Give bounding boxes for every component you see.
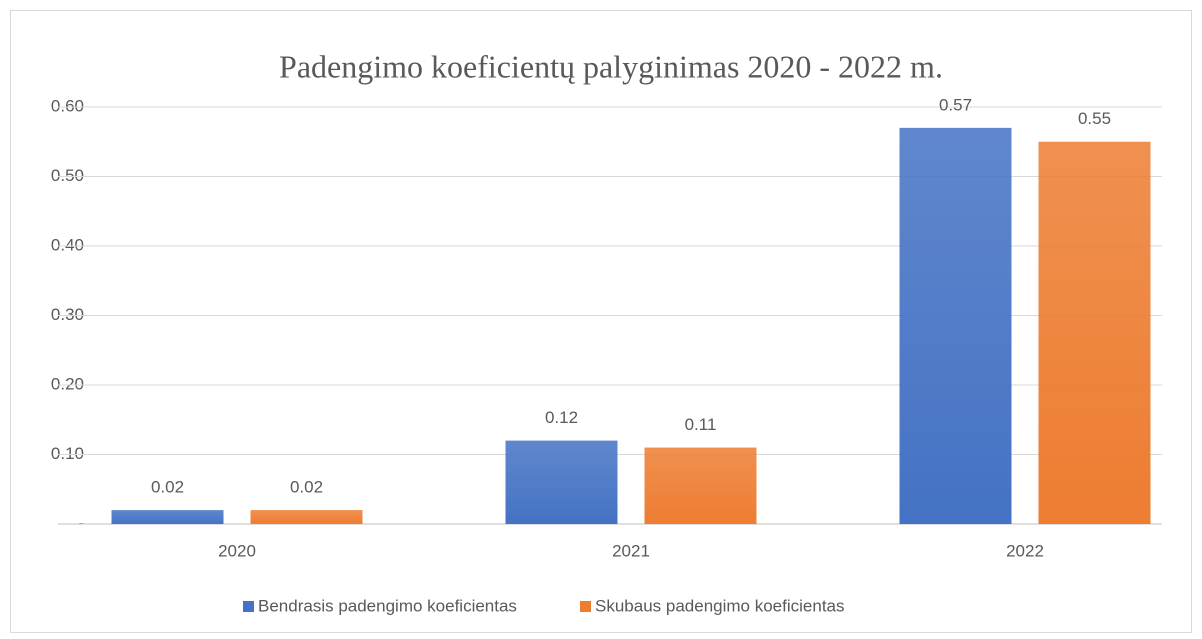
bar <box>899 127 1012 524</box>
y-tick-label: 0.60 <box>51 96 84 115</box>
chart-frame <box>10 10 1192 633</box>
y-tick-label: 0.40 <box>51 235 84 254</box>
bar <box>111 510 224 524</box>
x-tick-label: 2022 <box>1006 541 1044 560</box>
data-label: 0.55 <box>1078 109 1111 128</box>
legend-label: Skubaus padengimo koeficientas <box>595 596 845 615</box>
bar <box>1038 141 1151 524</box>
y-tick-label: 0.10 <box>51 444 84 463</box>
x-tick-label: 2020 <box>218 541 256 560</box>
bar <box>644 447 757 524</box>
data-label: 0.02 <box>151 478 184 497</box>
data-label: 0.02 <box>290 478 323 497</box>
x-tick-label: 2021 <box>612 541 650 560</box>
legend-swatch <box>243 601 254 612</box>
y-tick-label: 0.50 <box>51 166 84 185</box>
y-tick-label: - <box>78 513 84 532</box>
legend-swatch <box>580 601 591 612</box>
data-label: 0.57 <box>939 95 972 114</box>
data-label: 0.12 <box>545 408 578 427</box>
bar <box>250 510 363 524</box>
legend-label: Bendrasis padengimo koeficientas <box>258 596 517 615</box>
y-tick-label: 0.30 <box>51 305 84 324</box>
bar <box>505 440 618 524</box>
data-label: 0.11 <box>685 415 717 434</box>
chart-title: Padengimo koeficientų palyginimas 2020 -… <box>279 48 943 84</box>
y-tick-label: 0.20 <box>51 374 84 393</box>
